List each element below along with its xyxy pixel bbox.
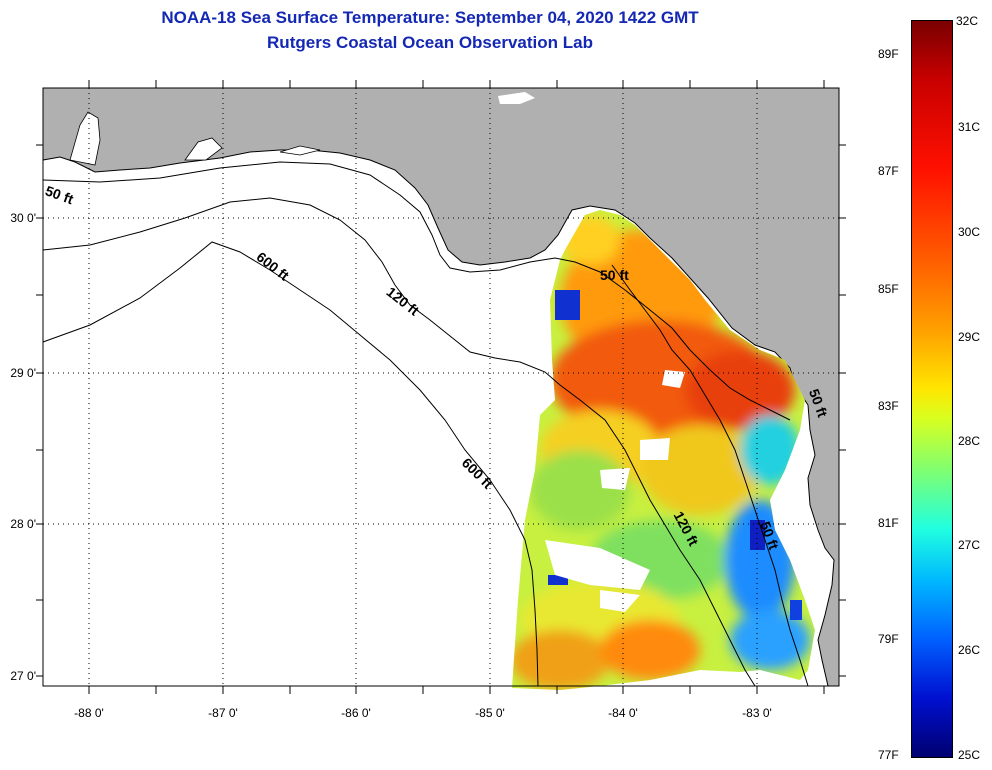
fahrenheit-label: 77F <box>878 748 899 762</box>
lat-label: 27 0' <box>10 669 36 683</box>
celsius-label: 31C <box>958 120 981 134</box>
celsius-label: 26C <box>958 643 981 657</box>
land-mass <box>42 87 840 687</box>
lon-label: -85 0' <box>475 706 505 720</box>
map-title: NOAA-18 Sea Surface Temperature: Septemb… <box>161 8 699 27</box>
fahrenheit-label: 89F <box>878 47 899 61</box>
celsius-label: 30C <box>958 225 981 239</box>
depth-contours <box>42 161 809 687</box>
celsius-label: 27C <box>958 538 981 552</box>
island <box>498 92 535 104</box>
bay <box>184 137 223 161</box>
lon-label: -88 0' <box>74 706 104 720</box>
bay <box>279 145 321 156</box>
lon-label: -83 0' <box>742 706 772 720</box>
contour-label: 50 ft <box>600 267 629 283</box>
plot-frame <box>42 87 840 687</box>
celsius-label: 29C <box>958 330 981 344</box>
fahrenheit-label: 79F <box>878 632 899 646</box>
fahrenheit-label: 81F <box>878 516 899 530</box>
axis-ticks <box>36 80 846 694</box>
lon-label: -86 0' <box>341 706 371 720</box>
fahrenheit-label: 87F <box>878 164 899 178</box>
lon-label: -84 0' <box>608 706 638 720</box>
fahrenheit-label: 85F <box>878 282 899 296</box>
celsius-label: 32C <box>956 14 979 28</box>
celsius-label: 28C <box>958 434 981 448</box>
temperature-colorbar <box>911 20 953 758</box>
sst-field <box>512 210 815 690</box>
bay <box>69 111 101 166</box>
lat-label: 28 0' <box>10 517 36 531</box>
lat-label: 29 0' <box>10 366 36 380</box>
fahrenheit-label: 83F <box>878 399 899 413</box>
lat-label: 30 0' <box>10 211 36 225</box>
celsius-label: 25C <box>958 748 981 762</box>
map-subtitle: Rutgers Coastal Ocean Observation Lab <box>267 33 593 52</box>
lon-label: -87 0' <box>208 706 238 720</box>
